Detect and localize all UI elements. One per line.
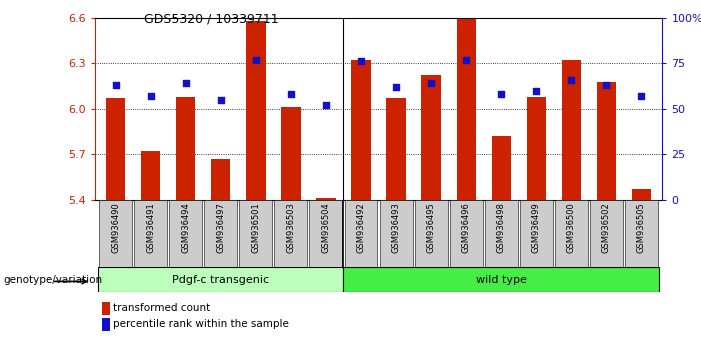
- FancyBboxPatch shape: [554, 200, 587, 267]
- Bar: [597, 81, 616, 200]
- FancyBboxPatch shape: [275, 200, 308, 267]
- Text: GSM936501: GSM936501: [252, 202, 260, 253]
- Point: [601, 82, 612, 88]
- FancyBboxPatch shape: [205, 200, 237, 267]
- Bar: [632, 189, 651, 200]
- Text: GSM936497: GSM936497: [217, 202, 225, 253]
- FancyBboxPatch shape: [343, 267, 659, 292]
- Bar: [456, 19, 476, 200]
- Bar: [141, 152, 161, 200]
- Point: [355, 59, 367, 64]
- Text: GSM936505: GSM936505: [637, 202, 646, 253]
- Bar: [176, 97, 196, 200]
- Text: GSM936498: GSM936498: [497, 202, 505, 253]
- Point: [496, 91, 507, 97]
- FancyBboxPatch shape: [414, 200, 447, 267]
- Point: [390, 84, 402, 90]
- Bar: [211, 159, 231, 200]
- Text: wild type: wild type: [476, 275, 526, 285]
- Point: [461, 57, 472, 62]
- Text: GSM936500: GSM936500: [567, 202, 576, 253]
- Text: GDS5320 / 10339711: GDS5320 / 10339711: [144, 12, 278, 25]
- Point: [566, 77, 577, 82]
- Text: genotype/variation: genotype/variation: [4, 275, 102, 285]
- Text: GSM936494: GSM936494: [182, 202, 190, 253]
- Point: [110, 82, 121, 88]
- FancyBboxPatch shape: [380, 200, 412, 267]
- FancyBboxPatch shape: [450, 200, 482, 267]
- Point: [426, 80, 437, 86]
- FancyBboxPatch shape: [309, 200, 343, 267]
- Bar: [246, 21, 266, 200]
- FancyBboxPatch shape: [590, 200, 622, 267]
- Bar: [281, 107, 301, 200]
- Bar: [106, 98, 125, 200]
- FancyBboxPatch shape: [135, 200, 168, 267]
- Bar: [316, 199, 336, 200]
- Bar: [386, 98, 406, 200]
- FancyBboxPatch shape: [240, 200, 272, 267]
- Text: GSM936495: GSM936495: [427, 202, 435, 253]
- Bar: [491, 136, 511, 200]
- Point: [531, 88, 542, 93]
- Point: [320, 102, 332, 108]
- FancyBboxPatch shape: [625, 200, 658, 267]
- Point: [180, 80, 191, 86]
- Point: [636, 93, 647, 99]
- Text: GSM936499: GSM936499: [532, 202, 540, 253]
- Bar: [351, 60, 371, 200]
- Text: percentile rank within the sample: percentile rank within the sample: [113, 319, 289, 329]
- Text: Pdgf-c transgenic: Pdgf-c transgenic: [172, 275, 269, 285]
- Text: GSM936496: GSM936496: [462, 202, 470, 253]
- Text: GSM936503: GSM936503: [287, 202, 295, 253]
- Text: GSM936502: GSM936502: [602, 202, 611, 253]
- Text: transformed count: transformed count: [113, 303, 210, 313]
- Text: GSM936493: GSM936493: [392, 202, 400, 253]
- Text: GSM936490: GSM936490: [111, 202, 120, 253]
- Text: GSM936492: GSM936492: [357, 202, 365, 253]
- Bar: [562, 60, 581, 200]
- FancyBboxPatch shape: [519, 200, 552, 267]
- FancyBboxPatch shape: [170, 200, 202, 267]
- FancyBboxPatch shape: [345, 200, 378, 267]
- Point: [250, 57, 261, 62]
- FancyBboxPatch shape: [98, 267, 343, 292]
- Point: [145, 93, 156, 99]
- Point: [215, 97, 226, 103]
- Point: [285, 91, 297, 97]
- Bar: [526, 97, 546, 200]
- FancyBboxPatch shape: [100, 200, 132, 267]
- FancyBboxPatch shape: [485, 200, 517, 267]
- Text: GSM936504: GSM936504: [322, 202, 330, 253]
- Bar: [421, 75, 441, 200]
- Text: GSM936491: GSM936491: [147, 202, 155, 253]
